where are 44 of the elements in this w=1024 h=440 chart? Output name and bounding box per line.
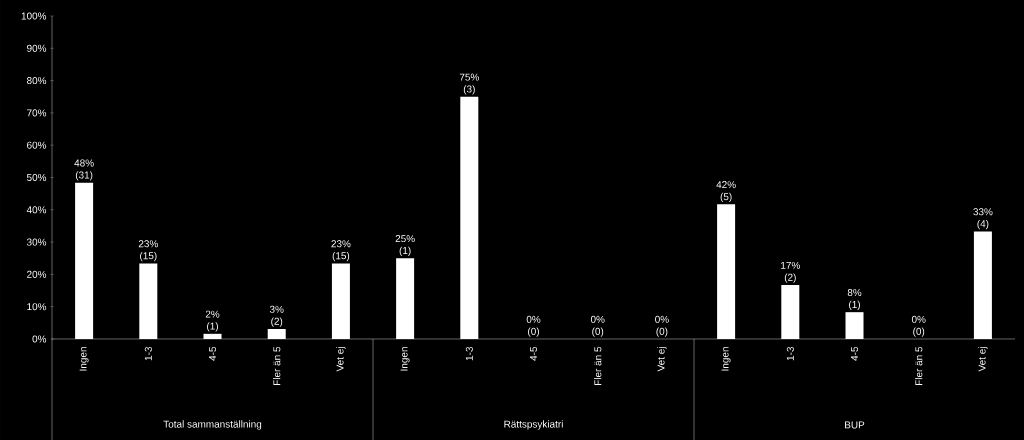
y-tick-label: 40% bbox=[26, 206, 47, 214]
data-label: 0% (0) bbox=[590, 315, 605, 337]
x-tick-label: Vet ej bbox=[978, 347, 988, 372]
y-tick-label: 90% bbox=[27, 44, 47, 52]
x-tick-label: 4-5 bbox=[851, 346, 858, 361]
y-tick-label: 50% bbox=[26, 173, 47, 182]
text: Total sammanställning bbox=[163, 420, 262, 430]
data-label: 25% (1) bbox=[395, 235, 415, 257]
x-tick-label: 1-3 bbox=[144, 346, 152, 361]
x-tick-label: 1-3 bbox=[465, 346, 473, 361]
y-tick-label: 30% bbox=[26, 238, 47, 246]
y-tick-label: 80% bbox=[26, 77, 47, 85]
data-label: 23% (15) bbox=[138, 240, 158, 262]
x-tick-label: Ingen bbox=[400, 347, 410, 371]
data-label: 23% (15) bbox=[331, 240, 351, 262]
y-tick-label: 20% bbox=[27, 270, 47, 278]
x-tick-label: Ingen bbox=[79, 347, 89, 371]
data-label: 3% (2) bbox=[269, 305, 284, 327]
x-tick-label: 4-5 bbox=[209, 346, 216, 361]
data-label: 33% (4) bbox=[973, 208, 993, 230]
x-tick-label: 4-5 bbox=[530, 346, 537, 361]
data-label: 8% (1) bbox=[847, 289, 862, 310]
y-tick-label: 100% bbox=[21, 12, 47, 20]
y-tick-label: 10% bbox=[27, 303, 47, 311]
y-tick-label: 70% bbox=[27, 109, 47, 117]
data-label: 2% (1) bbox=[205, 310, 220, 332]
data-label: 0% (0) bbox=[655, 315, 669, 337]
x-tick-label: 1-3 bbox=[786, 346, 794, 361]
text: Rättspsykiatri bbox=[504, 420, 563, 430]
x-tick-label: Fler än 5 bbox=[594, 346, 602, 386]
data-label: 17% (2) bbox=[781, 261, 800, 283]
data-label: 42% (5) bbox=[716, 181, 736, 203]
data-label: 0% (0) bbox=[911, 315, 926, 337]
x-tick-label: Vet ej bbox=[657, 347, 667, 372]
data-label: 75% (3) bbox=[459, 73, 479, 95]
text: BUP bbox=[845, 421, 865, 429]
x-tick-label: Vet ej bbox=[336, 347, 346, 372]
x-tick-label: Fler än 5 bbox=[915, 346, 923, 386]
x-tick-label: Ingen bbox=[721, 347, 731, 371]
data-label: 48% (31) bbox=[74, 159, 94, 181]
y-tick-label: 60% bbox=[27, 141, 47, 149]
data-label: 0% (0) bbox=[526, 315, 541, 337]
y-tick-label: 0% bbox=[32, 335, 47, 343]
x-tick-label: Fler än 5 bbox=[273, 346, 281, 386]
